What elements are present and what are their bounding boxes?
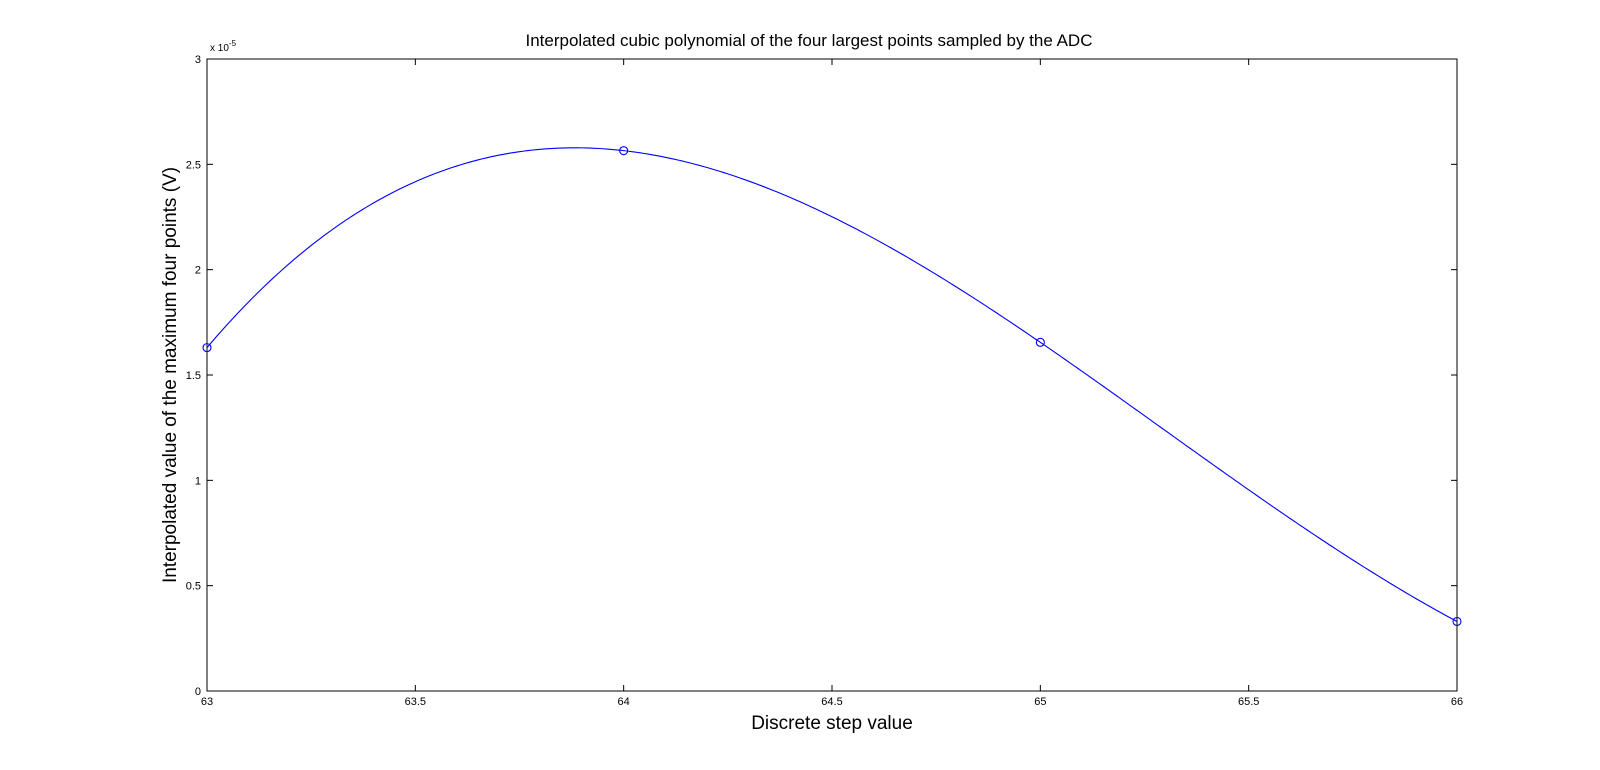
sample-point-marker [202,343,212,353]
sample-points [202,146,1462,627]
y-axis: 0 0.5 1 1.5 2 2.5 3 [186,54,1457,698]
y-axis-exponent: x 10-5 [210,39,237,54]
x-tick-label: 63 [201,696,213,708]
y-tick-label: 2 [195,265,201,277]
interpolated-curve [206,147,1458,622]
sample-point-marker [1035,337,1045,347]
y-tick-label: 0.5 [186,581,201,593]
y-axis-label: Interpolated value of the maximum four p… [160,167,181,583]
y-tick-label: 2.5 [186,159,201,171]
x-tick-label: 64 [618,696,630,708]
y-tick-label: 1.5 [186,370,201,382]
chart-title: Interpolated cubic polynomial of the fou… [526,31,1093,50]
plot-area-frame [206,58,1458,692]
x-tick-label: 65 [1034,696,1046,708]
x-axis: 63 63.5 64 64.5 65 65.5 66 [201,59,1463,708]
y-tick-label: 1 [195,475,201,487]
x-tick-label: 65.5 [1238,696,1259,708]
y-tick-label: 3 [195,54,201,66]
x-tick-label: 66 [1451,696,1463,708]
sample-point-marker [1452,616,1462,627]
sample-point-marker [619,146,629,156]
x-tick-label: 64.5 [821,696,842,708]
x-tick-label: 63.5 [405,696,426,708]
y-tick-label: 0 [195,686,201,698]
x-axis-label: Discrete step value [751,713,913,734]
